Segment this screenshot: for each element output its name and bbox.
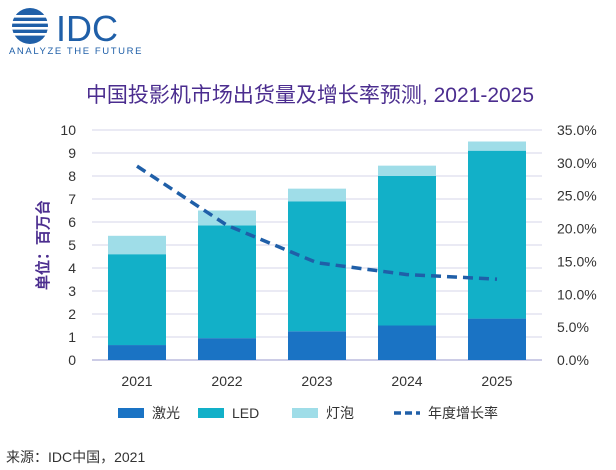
bar-segment: [468, 318, 526, 360]
idc-logo: IDC ANALYZE THE FUTURE: [9, 8, 143, 57]
legend-swatch: [292, 408, 318, 418]
bar-segment: [468, 150, 526, 319]
bar-segment: [108, 345, 166, 360]
bar-segment: [288, 331, 346, 360]
bar-segment: [288, 188, 346, 202]
legend-swatch: [118, 408, 144, 418]
logo-brand: IDC: [56, 8, 118, 49]
y-tick-label: 10: [60, 122, 76, 138]
y2-tick-label: 15.0%: [557, 253, 597, 269]
growth-line: [136, 164, 498, 281]
y2-tick-label: 0.0%: [557, 352, 589, 368]
y2-tick-label: 25.0%: [557, 188, 597, 204]
y-tick-label: 8: [68, 168, 76, 184]
y2-tick-label: 10.0%: [557, 286, 597, 302]
bar-segment: [468, 141, 526, 151]
y-tick-label: 4: [68, 260, 76, 276]
x-tick-label: 2024: [391, 373, 422, 389]
legend-label: 灯泡: [326, 405, 354, 421]
bars: [108, 141, 526, 360]
y-tick-label: 2: [68, 306, 76, 322]
x-tick-label: 2023: [301, 373, 332, 389]
y-tick-label: 5: [68, 237, 76, 253]
globe-icon: [10, 8, 50, 44]
bar-segment: [108, 235, 166, 255]
legend: 激光 LED 灯泡 年度增长率: [118, 405, 498, 421]
source-note: 来源：IDC中国，2021: [6, 449, 145, 465]
y-axis-left: 0 1 2 3 4 5 6 7 8 9 10: [60, 122, 76, 368]
y-tick-label: 7: [68, 191, 76, 207]
bar-segment: [378, 325, 436, 360]
bar-segment: [108, 254, 166, 346]
legend-swatch: [198, 408, 224, 418]
x-tick-label: 2025: [481, 373, 512, 389]
x-tick-label: 2022: [211, 373, 242, 389]
growth-line-path: [136, 164, 498, 281]
y2-tick-label: 5.0%: [557, 319, 589, 335]
y-tick-label: 1: [68, 329, 76, 345]
legend-label: 激光: [152, 405, 180, 421]
bar-segment: [198, 225, 256, 339]
legend-label: LED: [232, 405, 259, 421]
bar-segment: [378, 165, 436, 176]
y2-tick-label: 30.0%: [557, 155, 597, 171]
x-axis: 2021 2022 2023 2024 2025: [121, 373, 512, 389]
y2-tick-label: 20.0%: [557, 221, 597, 237]
legend-label: 年度增长率: [428, 405, 498, 421]
y-tick-label: 3: [68, 283, 76, 299]
x-tick-label: 2021: [121, 373, 152, 389]
y-tick-label: 6: [68, 214, 76, 230]
y-tick-label: 9: [68, 145, 76, 161]
y-axis-label: 单位：百万台: [34, 200, 52, 290]
y2-tick-label: 35.0%: [557, 122, 597, 138]
logo-tagline: ANALYZE THE FUTURE: [9, 46, 143, 57]
bar-segment: [378, 176, 436, 326]
chart-title: 中国投影机市场出货量及增长率预测, 2021-2025: [86, 84, 534, 107]
y-axis-right: 0.0% 5.0% 10.0% 15.0% 20.0% 25.0% 30.0% 35.0%: [557, 122, 597, 368]
y-tick-label: 0: [68, 352, 76, 368]
bar-segment: [198, 338, 256, 360]
